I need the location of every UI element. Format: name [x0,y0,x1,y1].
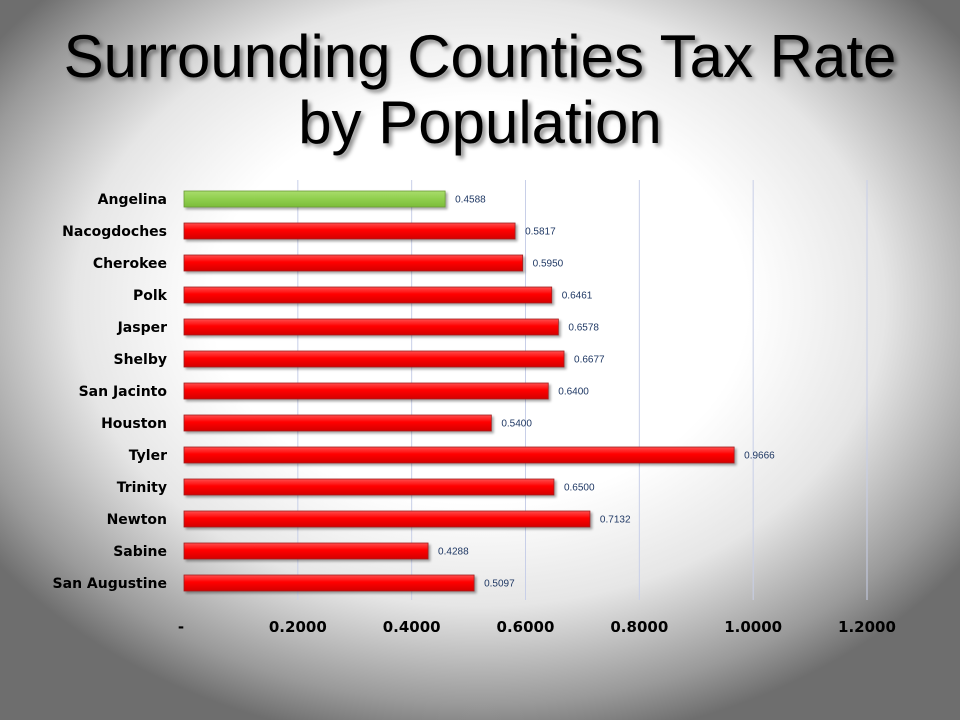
data-label: 0.5950 [533,259,564,270]
category-label: San Jacinto [79,384,168,400]
data-label: 0.5097 [484,579,515,590]
x-tick-label: 0.8000 [610,618,668,636]
bar-polk [183,286,553,304]
category-label: Newton [107,512,167,528]
x-tick-label: 1.0000 [724,618,782,636]
category-label: Sabine [113,544,167,560]
slide-title: Surrounding Counties Tax Rate by Populat… [0,24,960,156]
category-label: San Augustine [53,576,167,592]
category-label: Nacogdoches [62,224,167,240]
data-labels: 0.4588 0.5817 0.5950 0.6461 0.6578 0.6677 0.64… [438,195,775,590]
category-labels: Angelina Nacogdoches Cherokee Polk Jasper She… [53,192,168,592]
data-label: 0.6400 [558,387,589,398]
bar-sabine [183,542,429,560]
bar-tyler [183,446,735,464]
bar-san-augustine [183,574,475,592]
data-label: 0.9666 [744,451,775,462]
bar-houston [183,414,492,432]
data-label: 0.7132 [600,515,631,526]
x-axis-tick-labels: - 0.2000 0.4000 0.6000 0.8000 1.0000 1.2000 [178,618,896,636]
data-label: 0.6677 [574,355,605,366]
data-label: 0.4288 [438,547,469,558]
data-label: 0.6578 [568,323,599,334]
category-label: Houston [101,416,167,432]
x-tick-label: 0.6000 [497,618,555,636]
data-label: 0.5400 [501,419,532,430]
data-label: 0.6500 [564,483,595,494]
data-label: 0.6461 [562,291,593,302]
x-tick-label: 0.2000 [269,618,327,636]
x-tick-label: - [178,618,184,636]
category-label: Trinity [117,480,167,496]
bar-trinity [183,478,555,496]
title-line-1: Surrounding Counties Tax Rate [63,23,897,90]
bar-shelby [183,350,565,368]
bar-nacogdoches [183,222,516,240]
category-label: Cherokee [93,256,167,272]
bar-newton [183,510,591,528]
title-line-2: by Population [298,89,662,156]
category-label: Tyler [129,448,167,464]
x-tick-label: 0.4000 [383,618,441,636]
category-label: Shelby [114,352,168,368]
bars [183,190,735,592]
category-label: Angelina [98,192,167,208]
category-label: Polk [133,288,168,304]
data-label: 0.5817 [525,227,556,238]
bar-san-jacinto [183,382,549,400]
data-label: 0.4588 [455,195,486,206]
x-tick-label: 1.2000 [838,618,896,636]
category-label: Jasper [117,320,168,336]
bar-cherokee [183,254,524,272]
bar-angelina [183,190,446,208]
bar-jasper [183,318,559,336]
